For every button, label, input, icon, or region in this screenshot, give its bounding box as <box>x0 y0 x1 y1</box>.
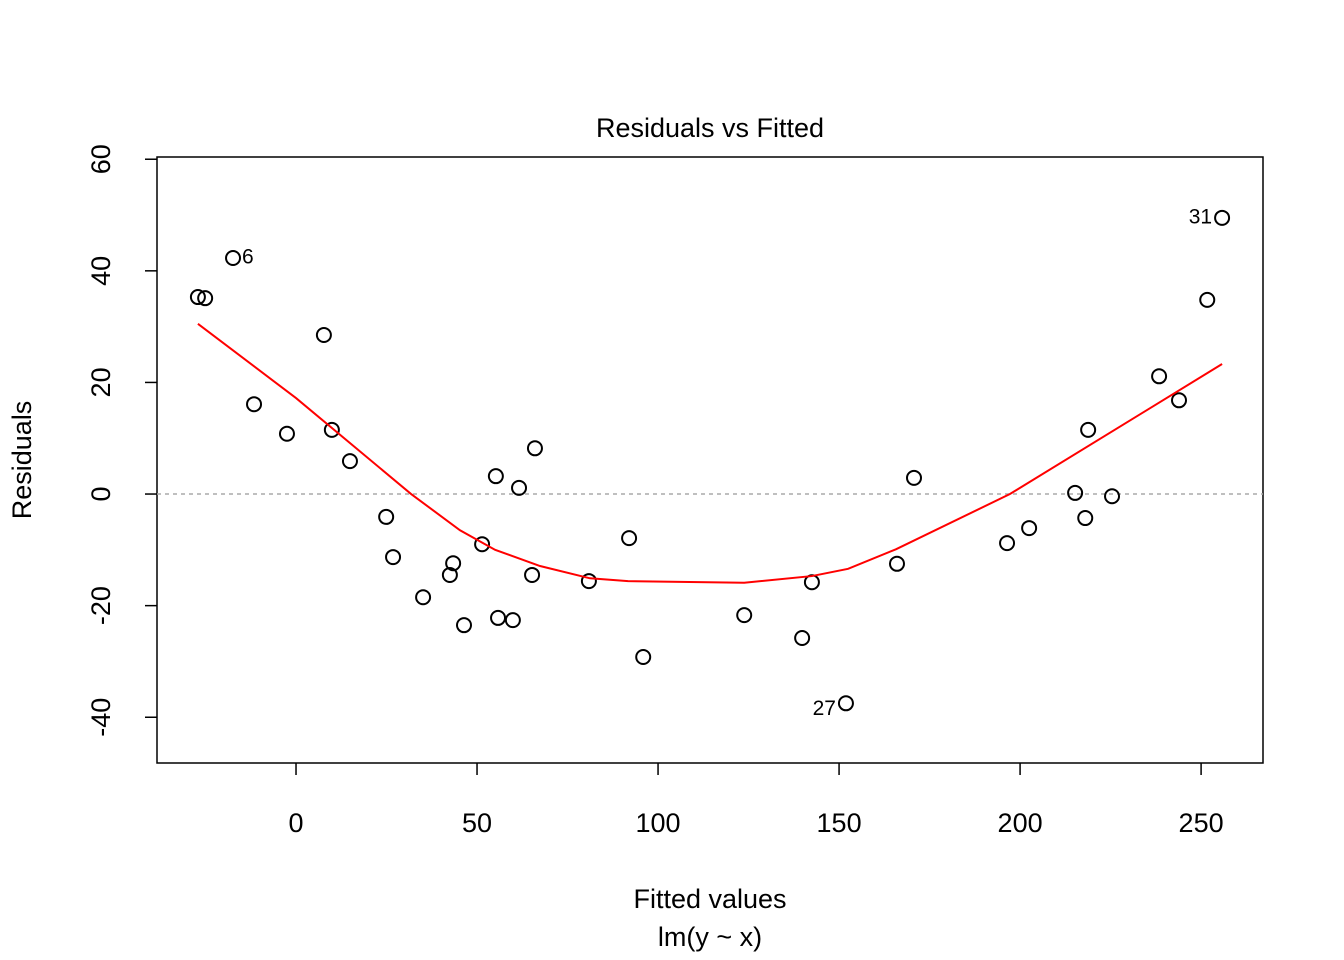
point-label: 6 <box>242 246 254 269</box>
chart-title: Residuals vs Fitted <box>596 113 824 143</box>
point <box>837 695 854 712</box>
point <box>1214 209 1231 226</box>
point <box>246 396 263 413</box>
y-tick-label: -40 <box>86 698 116 737</box>
point <box>197 290 214 307</box>
x-tick-label: 100 <box>636 808 681 838</box>
x-tick-label: 0 <box>289 808 304 838</box>
point <box>794 630 811 647</box>
point-label: 27 <box>813 697 836 720</box>
point <box>225 250 242 266</box>
point <box>504 612 521 629</box>
point <box>487 468 504 485</box>
point <box>1199 291 1216 308</box>
point-label: 31 <box>1189 205 1212 228</box>
point <box>888 555 905 572</box>
y-tick-label: 60 <box>86 144 116 174</box>
smooth-line <box>197 323 1223 584</box>
point <box>189 289 206 306</box>
point <box>1067 484 1084 501</box>
point <box>315 327 332 344</box>
point <box>1077 510 1094 527</box>
point <box>378 508 395 525</box>
point <box>1151 368 1168 385</box>
y-tick-label: 0 <box>86 487 116 502</box>
point <box>445 555 462 572</box>
point <box>441 566 458 583</box>
point <box>906 469 923 486</box>
point <box>323 421 340 438</box>
point <box>511 479 528 496</box>
x-tick-label: 200 <box>998 808 1043 838</box>
plot-frame <box>156 156 1264 764</box>
point <box>1171 392 1188 409</box>
point <box>736 607 753 624</box>
point <box>526 440 543 457</box>
point <box>456 617 473 634</box>
point <box>580 573 597 590</box>
x-tick-label: 50 <box>462 808 492 838</box>
point <box>524 566 541 583</box>
point <box>474 536 491 553</box>
point <box>1104 488 1121 505</box>
point <box>999 535 1016 552</box>
point <box>490 609 507 626</box>
point <box>341 453 358 470</box>
y-tick-label: 40 <box>86 256 116 286</box>
x-axis-label: Fitted values <box>633 884 786 914</box>
point <box>278 425 295 442</box>
point <box>621 530 638 547</box>
y-axis-label: Residuals <box>7 401 37 520</box>
point <box>415 589 432 606</box>
point <box>1021 520 1038 537</box>
x-tick-label: 250 <box>1179 808 1224 838</box>
x-axis-sublabel: lm(y ~ x) <box>658 922 762 952</box>
point <box>635 648 652 665</box>
y-tick-label: -20 <box>86 586 116 625</box>
point <box>385 549 402 566</box>
x-tick-label: 150 <box>817 808 862 838</box>
point <box>1080 421 1097 438</box>
y-tick-label: 20 <box>86 367 116 397</box>
